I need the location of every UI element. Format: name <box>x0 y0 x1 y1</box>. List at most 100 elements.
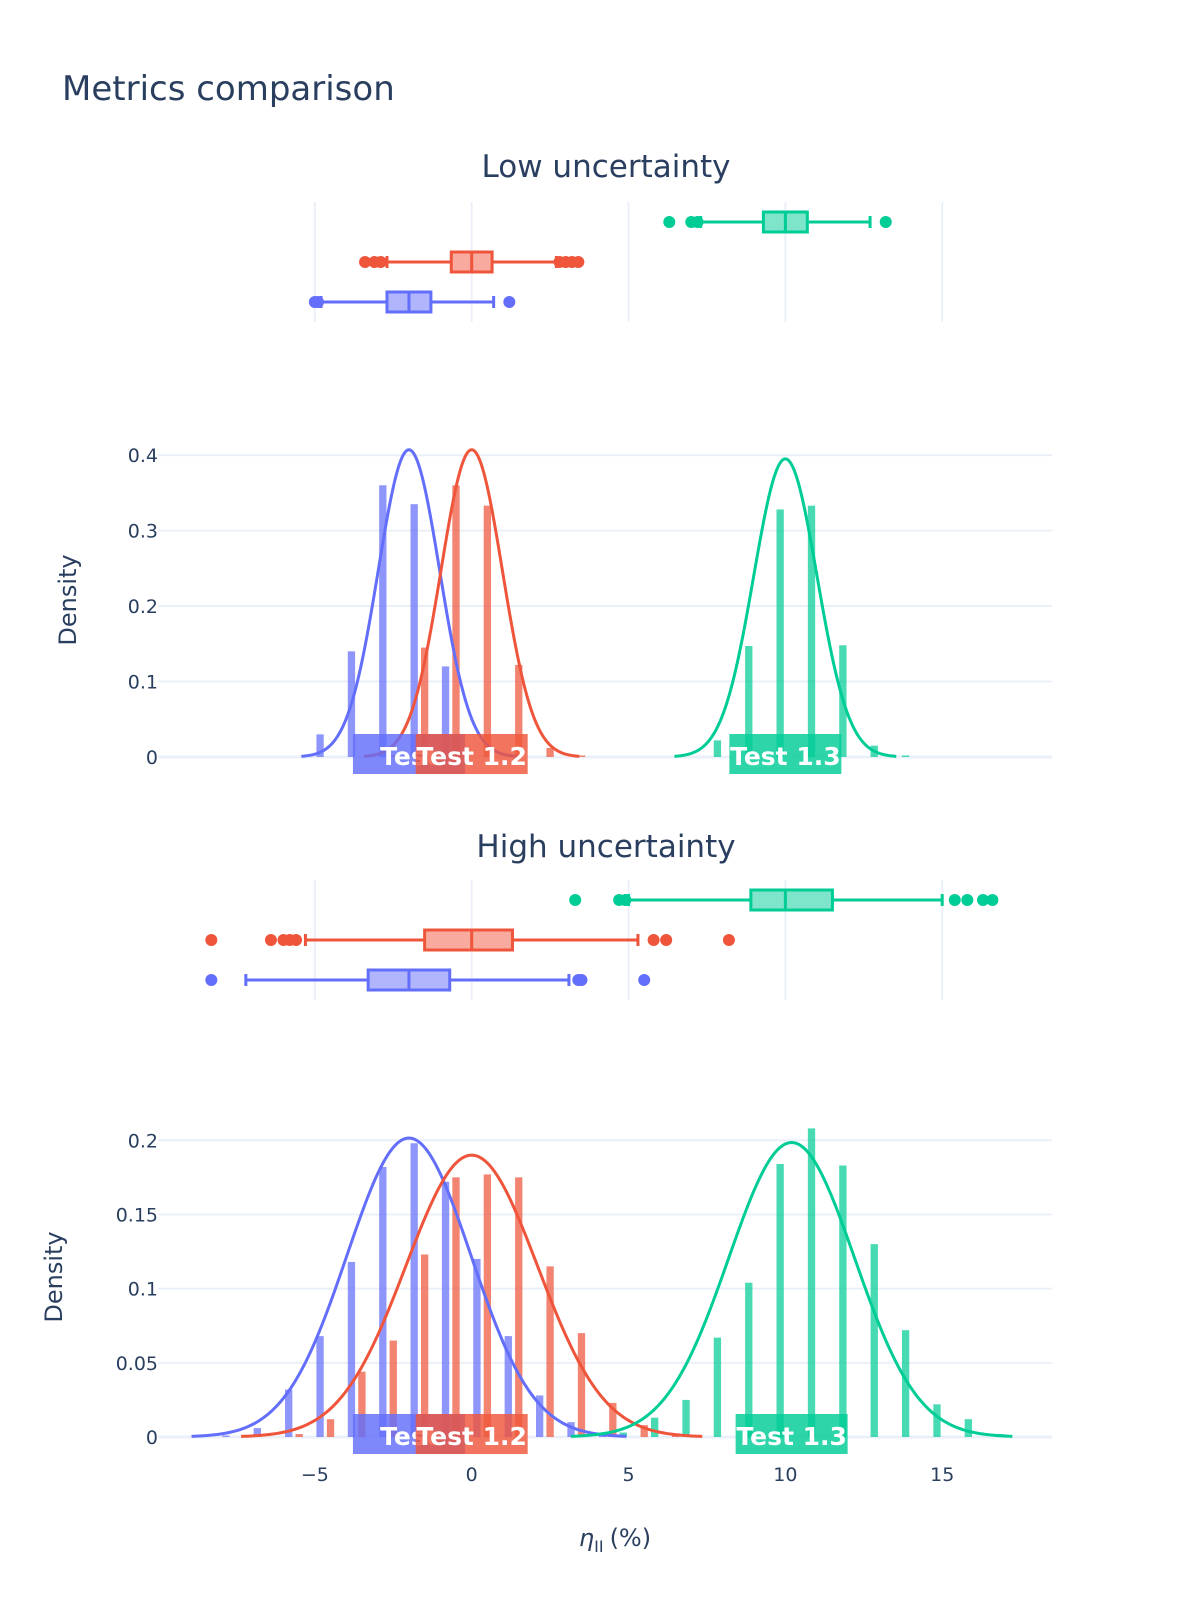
histogram-bar <box>326 1419 335 1437</box>
series-label: Test 1.3 <box>730 742 841 771</box>
box-outlier-point <box>647 934 660 946</box>
kde-curve <box>241 1153 703 1438</box>
histogram-bar <box>504 1336 512 1437</box>
box-outlier-point <box>976 894 989 906</box>
histogram-bar <box>222 1435 230 1437</box>
histogram-bar <box>295 1434 303 1437</box>
y-tick-label: 0.15 <box>116 1204 158 1226</box>
histogram-bar <box>577 1333 586 1437</box>
box-outlier-point <box>359 256 372 268</box>
histogram-bar <box>546 1266 554 1437</box>
histogram-bar <box>713 1337 722 1437</box>
series-label-box <box>415 734 528 774</box>
histogram-bar <box>745 1282 753 1437</box>
histogram-bar <box>577 755 586 757</box>
histogram-bar <box>483 505 492 757</box>
y-tick-label: 0 <box>146 747 158 769</box>
histogram-bar <box>933 1404 941 1437</box>
histogram-bar <box>441 1181 450 1437</box>
y-tick-label: 0.1 <box>128 1279 158 1301</box>
histogram-bar <box>651 1417 659 1437</box>
histogram-bar <box>807 505 816 757</box>
histogram-bar <box>776 509 784 757</box>
box-outlier-point <box>205 974 218 986</box>
y-axis-title: Density <box>40 1231 68 1322</box>
box-iqr <box>423 928 514 952</box>
box-outlier-point <box>619 894 632 906</box>
x-axis-title-unit: (%) <box>610 1524 652 1552</box>
box-outlier-point <box>575 974 588 986</box>
histogram-bar <box>379 485 387 757</box>
histogram-bar <box>609 1402 617 1437</box>
box-outlier-point <box>986 894 999 906</box>
box-iqr <box>749 888 834 912</box>
histogram-bar <box>870 1244 878 1437</box>
y-tick-label: 0.3 <box>128 521 158 543</box>
box-outlier-point <box>205 934 218 946</box>
histogram-bar <box>901 755 910 757</box>
series-label-box <box>729 734 842 774</box>
box-outlier-point <box>374 256 387 268</box>
y-tick-label: 0.4 <box>128 445 158 467</box>
histogram-bar <box>515 664 523 757</box>
histogram-bar <box>776 1163 784 1437</box>
histogram-bar <box>839 1165 847 1437</box>
box-outlier-point <box>503 296 516 308</box>
kde-curve <box>191 1136 627 1438</box>
x-tick-label: −5 <box>301 1464 329 1486</box>
series-label: Test 1.3 <box>736 1422 847 1451</box>
histogram-bar <box>807 1128 816 1437</box>
kde-curve <box>570 1141 1013 1438</box>
x-axis-title-subscript: II <box>594 1537 603 1556</box>
box-outlier-point <box>948 894 961 906</box>
histogram-bar <box>567 1422 575 1437</box>
histogram-bar <box>410 504 418 757</box>
kde-curve <box>674 457 897 758</box>
box-outlier-point <box>691 216 704 228</box>
histogram-bar <box>901 1330 910 1437</box>
histogram-bar <box>285 1389 293 1437</box>
histogram-bar <box>515 1177 523 1437</box>
histogram-bar <box>358 1371 366 1437</box>
histogram-bar <box>546 747 554 757</box>
x-tick-label: 10 <box>773 1464 797 1486</box>
histogram-bar <box>389 1340 397 1437</box>
histogram-bar <box>452 485 460 757</box>
histogram-bar <box>640 1425 648 1437</box>
histogram-bar <box>441 666 450 757</box>
box-outlier-point <box>879 216 892 228</box>
box-outlier-point <box>961 894 974 906</box>
chart-title: Metrics comparison <box>62 69 395 109</box>
histogram-bar <box>316 734 324 757</box>
x-tick-label: 0 <box>466 1464 478 1486</box>
box-outlier-point <box>311 296 324 308</box>
series-label-box <box>415 1414 528 1454</box>
kde-curve <box>363 448 580 758</box>
histogram-bar <box>420 647 429 757</box>
box-outlier-point <box>663 216 676 228</box>
x-axis-title-symbol: η <box>579 1524 594 1552</box>
box-outlier-point <box>572 256 585 268</box>
series-label: Test 1.2 <box>416 1422 527 1451</box>
series-label: Test 1.2 <box>416 742 527 771</box>
box-outlier-point <box>638 974 651 986</box>
panel-title: Low uncertainty <box>482 149 731 185</box>
y-tick-label: 0.2 <box>128 1130 158 1152</box>
box-outlier-point <box>569 894 582 906</box>
y-tick-label: 0.05 <box>116 1353 158 1375</box>
histogram-bar <box>379 1166 387 1437</box>
histogram-bar <box>347 1261 356 1437</box>
series-label-box <box>735 1414 848 1454</box>
histogram-bar <box>964 1419 973 1437</box>
box-outlier-point <box>290 934 303 946</box>
histogram-bar <box>473 1258 481 1437</box>
y-axis-title: Density <box>54 554 82 645</box>
histogram-bar <box>682 1399 690 1437</box>
panel-title: High uncertainty <box>476 829 735 865</box>
y-tick-label: 0.1 <box>128 672 158 694</box>
y-tick-label: 0 <box>146 1427 158 1449</box>
box-outlier-point <box>264 934 277 946</box>
x-axis-title: ηII (%) <box>579 1524 651 1556</box>
y-tick-label: 0.2 <box>128 596 158 618</box>
